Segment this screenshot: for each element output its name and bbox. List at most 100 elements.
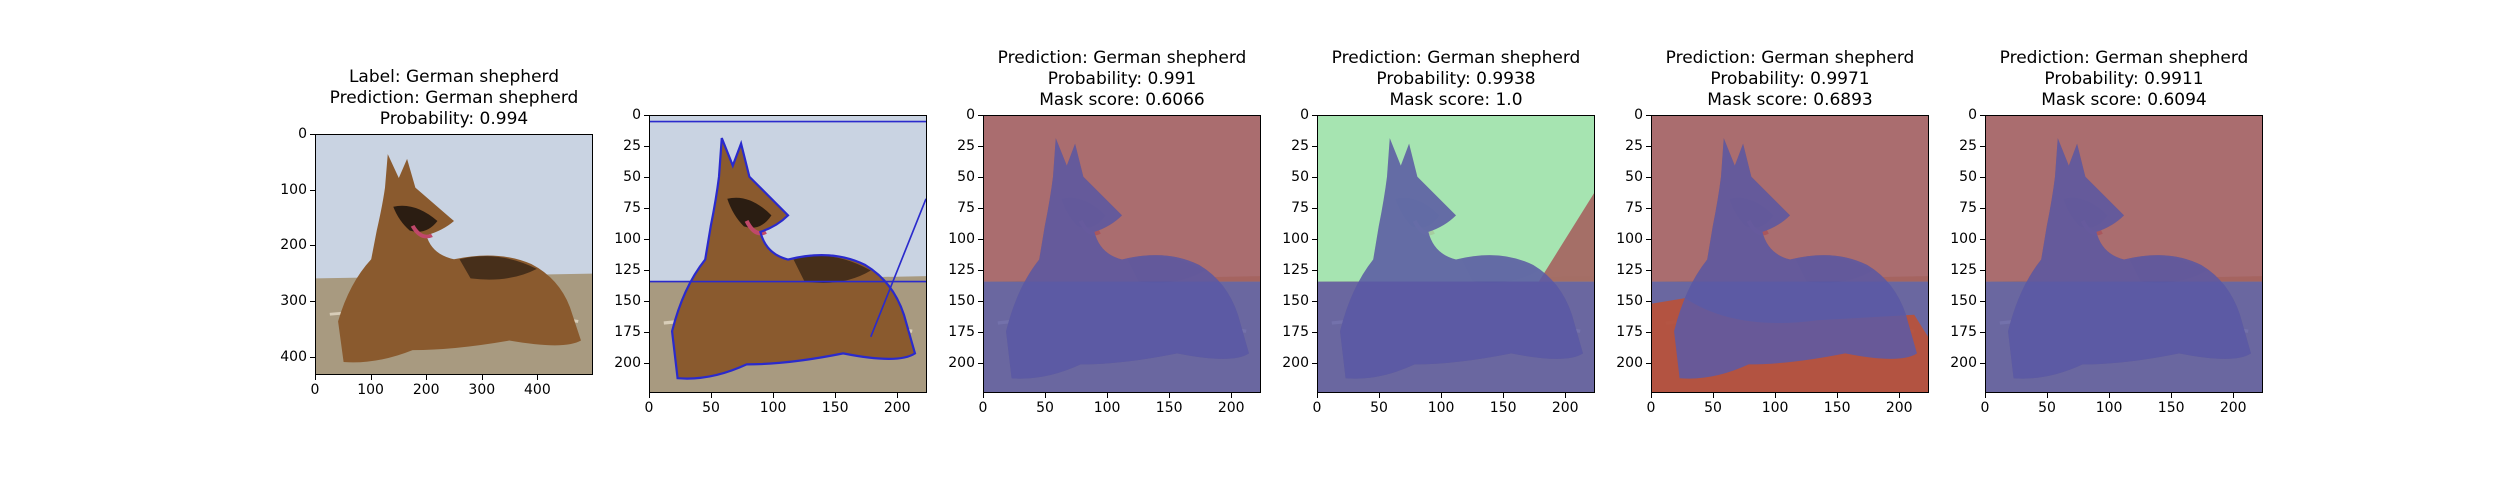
title-line: Probability: 0.9911 [2044, 69, 2204, 89]
y-tick-mark [310, 245, 315, 247]
x-tick-mark [1169, 393, 1171, 398]
image-axes [649, 115, 927, 393]
mask-background [1652, 116, 1928, 282]
y-tick-label: 200 [948, 355, 975, 372]
y-tick-label: 0 [1634, 107, 1643, 123]
x-tick-label: 100 [759, 400, 787, 416]
x-tick-mark [2233, 393, 2235, 398]
y-tick-label: 25 [1625, 138, 1643, 155]
title-line: Prediction: German shepherd [1331, 48, 1581, 68]
x-tick-label: 150 [1823, 400, 1851, 416]
title-line: Mask score: 1.0 [1389, 90, 1523, 110]
y-tick-mark [978, 363, 983, 365]
mask-dog [2008, 138, 2251, 379]
x-tick-mark [1985, 393, 1986, 398]
x-tick-label: 50 [2038, 400, 2056, 416]
y-tick-mark [1980, 301, 1985, 303]
y-tick-label: 150 [1950, 293, 1977, 310]
x-tick-mark [1837, 393, 1839, 398]
x-tick-mark [1899, 393, 1901, 398]
x-tick-label: 0 [1646, 400, 1656, 416]
y-tick-mark [1312, 332, 1317, 334]
y-tick-mark [1646, 270, 1651, 272]
x-tick-mark [1441, 393, 1443, 398]
y-tick-mark [1646, 301, 1651, 303]
subplot-4: Prediction: German shepherd Probability: … [1282, 48, 1595, 416]
y-tick-mark [1312, 177, 1317, 179]
mask-dog [1340, 138, 1583, 379]
x-tick-mark [983, 393, 984, 398]
y-tick-mark [644, 208, 649, 210]
image-axes [1651, 115, 1929, 393]
x-tick-mark [1317, 393, 1318, 398]
mask-dog [1006, 138, 1249, 379]
y-tick-label: 300 [280, 292, 307, 309]
y-tick-mark [978, 332, 983, 334]
title-line: Mask score: 0.6094 [2041, 90, 2207, 110]
dog-photo [316, 135, 592, 374]
image-canvas [316, 135, 592, 374]
y-tick-mark [1980, 363, 1985, 365]
mask-background [984, 116, 1260, 282]
title-line: Prediction: German shepherd [329, 88, 579, 108]
y-tick-mark [1980, 115, 1985, 116]
image-canvas [1318, 116, 1594, 392]
image-canvas [1652, 116, 1928, 392]
x-tick-mark [1713, 393, 1715, 398]
x-tick-mark [835, 393, 837, 398]
y-tick-label: 100 [1950, 231, 1977, 248]
dog-saddle [459, 256, 537, 280]
y-tick-label: 200 [1282, 355, 1309, 372]
image-axes [315, 134, 593, 375]
subplot-title: Prediction: German shepherd Probability: … [903, 48, 1341, 111]
x-tick-label: 0 [1980, 400, 1990, 416]
y-tick-label: 0 [966, 107, 975, 123]
y-tick-label: 100 [1616, 231, 1643, 248]
y-tick-label: 175 [948, 324, 975, 341]
subplot-1: Label: German shepherd Prediction: German… [280, 67, 593, 398]
x-tick-mark [2109, 393, 2111, 398]
dog-saddle [793, 255, 871, 283]
y-tick-mark [1980, 239, 1985, 241]
y-tick-label: 125 [1282, 262, 1309, 279]
segment-contour-edge [870, 198, 926, 338]
y-tick-mark [1312, 115, 1317, 116]
y-tick-label: 150 [1616, 293, 1643, 310]
image-canvas [650, 116, 926, 392]
title-line: Mask score: 0.6066 [1039, 90, 1205, 110]
y-tick-mark [644, 146, 649, 148]
y-tick-mark [1646, 115, 1651, 116]
subplot-5: Prediction: German shepherd Probability: … [1616, 48, 1929, 416]
title-line: Prediction: German shepherd [1999, 48, 2249, 68]
dog-tongue [744, 219, 767, 236]
x-tick-label: 150 [2157, 400, 2185, 416]
segment-contour [670, 137, 917, 380]
x-tick-label: 300 [468, 382, 496, 398]
subplot-title: Prediction: German shepherd Probability: … [1571, 48, 2009, 111]
y-tick-mark [1646, 363, 1651, 365]
x-tick-label: 50 [1036, 400, 1054, 416]
x-tick-mark [481, 375, 483, 380]
y-tick-label: 100 [280, 181, 307, 198]
x-tick-mark [1379, 393, 1381, 398]
y-tick-label: 100 [614, 231, 641, 248]
x-tick-label: 200 [2219, 400, 2247, 416]
x-tick-mark [773, 393, 775, 398]
y-tick-mark [644, 115, 649, 116]
y-tick-mark [644, 270, 649, 272]
y-tick-mark [1980, 270, 1985, 272]
x-tick-mark [537, 375, 539, 380]
subplot-6: Prediction: German shepherd Probability: … [1950, 48, 2263, 416]
y-tick-mark [644, 177, 649, 179]
y-tick-mark [978, 146, 983, 148]
y-tick-label: 100 [1282, 231, 1309, 248]
y-tick-mark [310, 356, 315, 358]
x-tick-label: 200 [412, 382, 440, 398]
image-axes [983, 115, 1261, 393]
x-tick-label: 150 [1155, 400, 1183, 416]
y-tick-mark [1646, 208, 1651, 210]
y-tick-label: 75 [957, 200, 975, 217]
y-tick-mark [310, 189, 315, 191]
y-tick-mark [1312, 239, 1317, 241]
y-tick-label: 175 [1616, 324, 1643, 341]
